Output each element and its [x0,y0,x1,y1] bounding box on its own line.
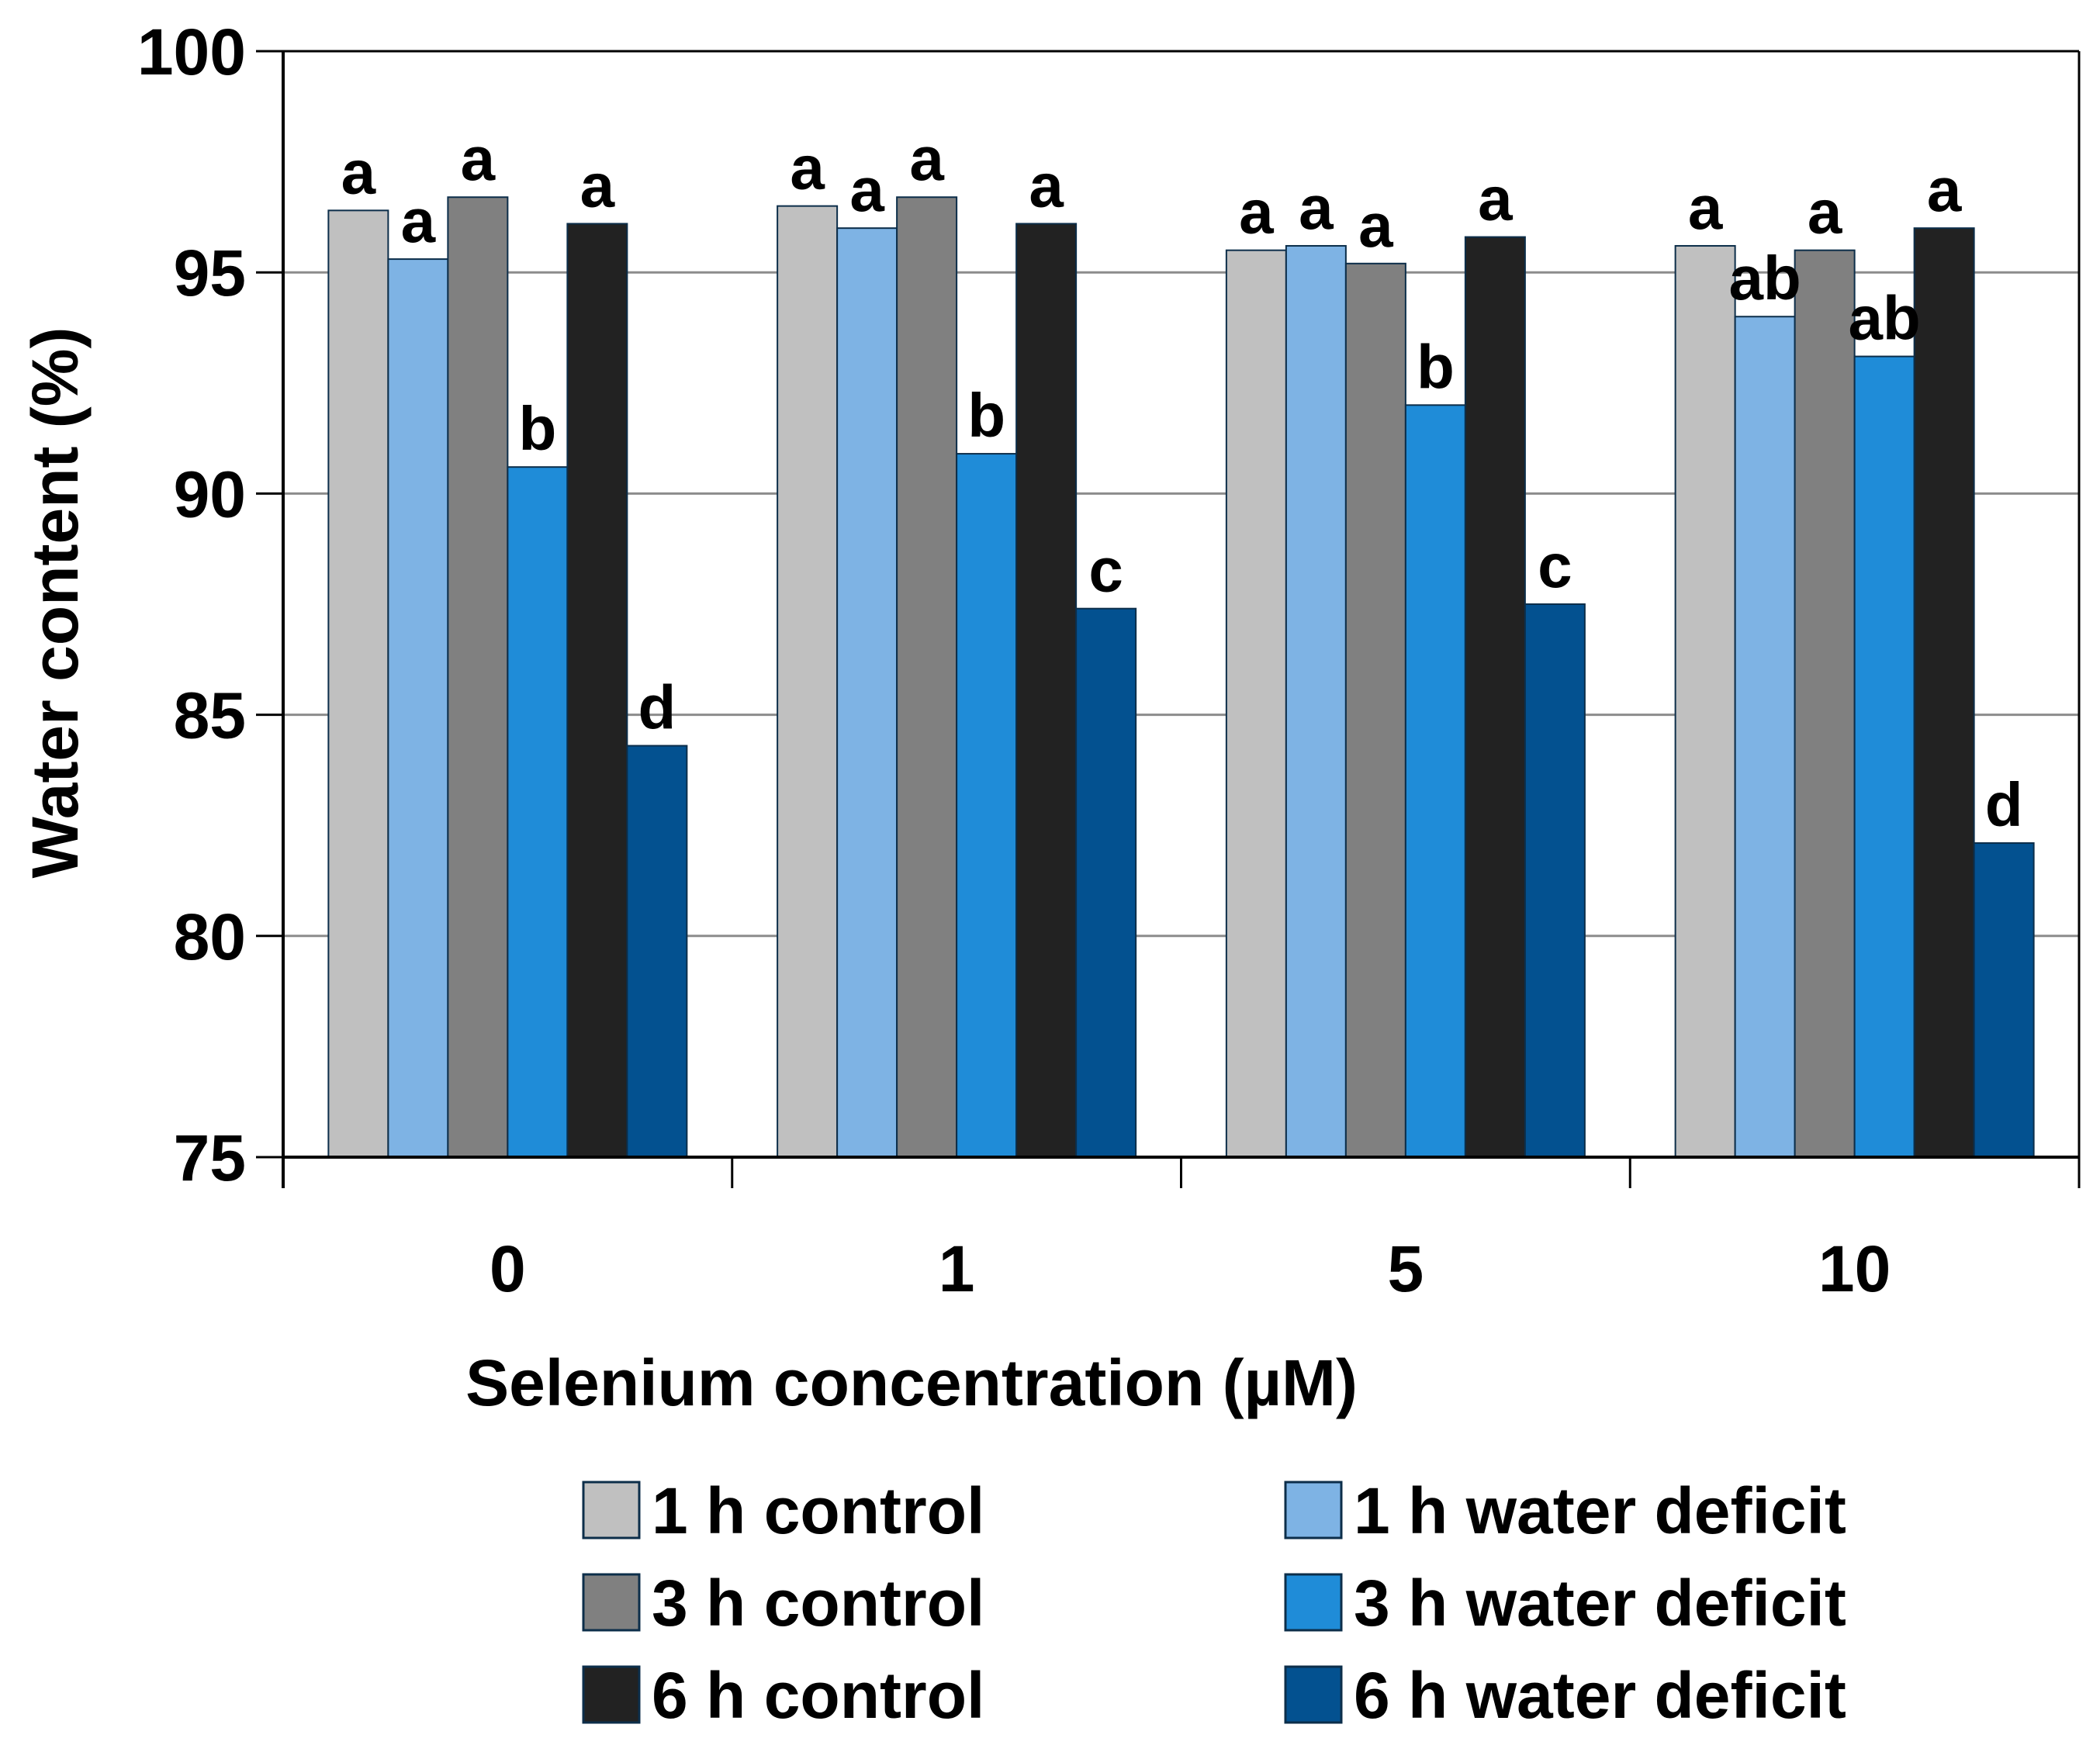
legend-swatch-4 [582,1665,641,1724]
legend-label-3: 3 h water deficit [1354,1567,1846,1640]
y-axis-title: Water content (%) [19,327,92,879]
bar-5-10 [1973,842,2035,1158]
sig-label-3-5: b [1417,332,1455,401]
bar-1-0 [387,258,449,1158]
bars [327,196,2035,1159]
bar-1-10 [1734,316,1796,1158]
bar-4-10 [1913,227,1975,1158]
bar-0-1 [777,205,839,1158]
sig-label-5-5: c [1538,531,1572,600]
sig-label-4-10: a [1927,155,1962,224]
legend-label-0: 1 h control [652,1474,984,1547]
legend-label-2: 3 h control [652,1567,984,1640]
bar-3-1 [956,453,1018,1158]
y-tick-label-75: 75 [174,1121,246,1194]
y-tick-label-95: 95 [174,237,246,309]
sig-label-3-0: b [518,394,556,463]
sig-label-1-10: ab [1728,244,1801,313]
sig-label-5-10: d [1985,770,2023,839]
bar-4-5 [1464,236,1526,1158]
legend-swatch-1 [1284,1481,1343,1539]
bar-3-10 [1853,355,1915,1158]
bar-3-0 [507,466,569,1158]
x-tick-label-0: 0 [490,1232,526,1305]
bar-2-1 [896,196,958,1158]
bar-2-5 [1344,262,1406,1158]
sig-label-2-0: a [461,124,496,193]
tick-labels: 75 80 85 90 95 100 0 1 5 10 [137,16,1891,1305]
sig-label-0-5: a [1239,178,1274,247]
x-tick-label-10: 10 [1818,1232,1891,1305]
bar-2-10 [1794,249,1856,1158]
sig-label-5-1: c [1088,536,1123,605]
sig-label-1-5: a [1299,173,1334,242]
y-tick-label-100: 100 [137,16,246,88]
legend-label-1: 1 h water deficit [1354,1474,1846,1547]
sig-label-0-0: a [341,137,376,206]
bar-3-5 [1404,404,1466,1158]
sig-label-3-1: b [967,381,1005,450]
legend-swatch-2 [582,1573,641,1632]
bar-4-0 [566,223,628,1158]
sig-label-4-1: a [1029,150,1064,219]
bar-5-5 [1524,603,1586,1158]
sig-label-2-10: a [1808,178,1842,247]
bar-5-0 [626,745,688,1158]
y-tick-label-80: 80 [174,900,246,973]
bar-2-0 [447,196,509,1158]
bar-1-5 [1285,244,1347,1159]
sig-label-2-5: a [1358,191,1393,260]
legend-swatch-5 [1284,1665,1343,1724]
legend-swatch-3 [1284,1573,1343,1632]
bar-0-10 [1674,244,1736,1159]
sig-label-0-1: a [790,133,825,202]
x-tick-label-1: 1 [939,1232,975,1305]
legend-label-5: 6 h water deficit [1354,1659,1846,1732]
bar-0-5 [1225,249,1287,1158]
bar-1-1 [836,227,898,1158]
x-axis-title: Selenium concentration (µM) [465,1346,1358,1419]
y-tick-label-85: 85 [174,679,246,752]
sig-label-1-1: a [849,155,884,224]
sig-label-5-0: d [638,673,676,742]
axes [256,50,2081,1188]
sig-label-4-5: a [1478,164,1513,233]
legend-label-4: 6 h control [652,1659,984,1732]
y-tick-label-90: 90 [174,458,246,530]
sig-label-3-10: ab [1848,284,1920,353]
bar-5-1 [1075,607,1137,1158]
bar-4-1 [1015,223,1078,1158]
sig-label-4-0: a [580,150,615,219]
legend-swatch-0 [582,1481,641,1539]
sig-label-1-0: a [401,186,436,255]
sig-label-0-10: a [1688,173,1723,242]
bar-0-0 [327,209,389,1158]
x-tick-label-5: 5 [1388,1232,1424,1305]
legend: 1 h control 1 h water deficit 3 h control 3… [582,1474,1846,1732]
sig-label-2-1: a [909,124,944,193]
